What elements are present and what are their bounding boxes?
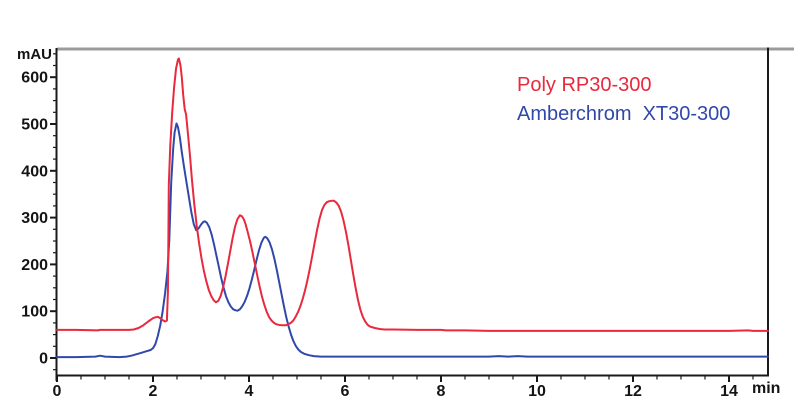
trace-amberchrom <box>56 122 769 359</box>
x-axis-unit-label: min <box>752 380 781 397</box>
x-tick-label: 14 <box>720 383 738 400</box>
y-tick-label: 0 <box>39 351 48 368</box>
y-tick-label: 200 <box>21 257 48 274</box>
legend: Poly RP30-300 Amberchrom XT30-300 <box>517 71 730 129</box>
x-tick-label: 10 <box>528 383 546 400</box>
y-tick-label: 500 <box>21 117 48 134</box>
y-tick-label: 600 <box>21 70 48 87</box>
legend-series-amberchrom-xt30-300: Amberchrom XT30-300 <box>517 103 731 125</box>
x-tick-label: 12 <box>624 383 642 400</box>
legend-series-poly-rp30-300: Poly RP30-300 <box>517 74 652 96</box>
y-tick-label: 300 <box>21 210 48 227</box>
x-tick-label: 2 <box>149 383 158 400</box>
x-tick-label: 6 <box>341 383 350 400</box>
trace-poly <box>56 57 769 332</box>
x-tick-label: 8 <box>437 383 446 400</box>
y-tick-label: 100 <box>21 304 48 321</box>
y-tick-label: 400 <box>21 163 48 180</box>
y-axis-unit-label: mAU <box>16 46 52 63</box>
x-tick-label: 0 <box>53 383 62 400</box>
x-tick-label: 4 <box>245 383 254 400</box>
